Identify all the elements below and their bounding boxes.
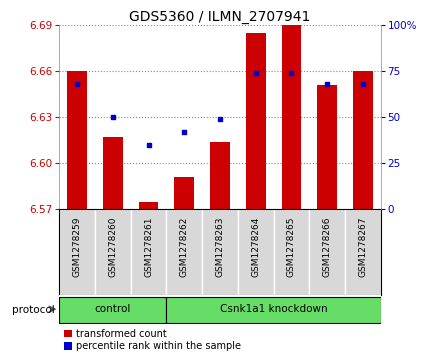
Text: GSM1278267: GSM1278267 <box>358 216 367 277</box>
Text: GSM1278263: GSM1278263 <box>216 216 224 277</box>
Bar <box>131 209 166 295</box>
Text: GSM1278259: GSM1278259 <box>73 216 82 277</box>
Title: GDS5360 / ILMN_2707941: GDS5360 / ILMN_2707941 <box>129 11 311 24</box>
Text: GSM1278266: GSM1278266 <box>323 216 332 277</box>
Bar <box>95 209 131 295</box>
Bar <box>166 209 202 295</box>
Point <box>181 129 188 135</box>
Bar <box>202 209 238 295</box>
Legend: transformed count, percentile rank within the sample: transformed count, percentile rank withi… <box>64 329 241 351</box>
Point <box>252 70 259 76</box>
Text: control: control <box>95 304 131 314</box>
Text: Csnk1a1 knockdown: Csnk1a1 knockdown <box>220 304 327 314</box>
Bar <box>353 72 373 209</box>
Text: GSM1278260: GSM1278260 <box>108 216 117 277</box>
Text: GSM1278264: GSM1278264 <box>251 216 260 277</box>
Bar <box>309 209 345 295</box>
Bar <box>103 137 123 209</box>
Bar <box>139 201 158 209</box>
Bar <box>67 72 87 209</box>
Text: GSM1278261: GSM1278261 <box>144 216 153 277</box>
Point <box>323 81 330 87</box>
Point <box>216 116 224 122</box>
Bar <box>274 209 309 295</box>
Text: GSM1278262: GSM1278262 <box>180 216 189 277</box>
Bar <box>59 297 166 323</box>
Bar <box>210 142 230 209</box>
Point <box>288 70 295 76</box>
Bar <box>345 209 381 295</box>
Point <box>110 114 117 120</box>
Bar <box>246 33 265 209</box>
Bar <box>282 21 301 209</box>
Text: GSM1278265: GSM1278265 <box>287 216 296 277</box>
Bar <box>317 85 337 209</box>
Point <box>74 81 81 87</box>
Bar <box>59 209 95 295</box>
Text: protocol: protocol <box>12 305 55 315</box>
Bar <box>238 209 274 295</box>
Bar <box>175 177 194 209</box>
Point <box>145 142 152 148</box>
Bar <box>166 297 381 323</box>
Point <box>359 81 366 87</box>
